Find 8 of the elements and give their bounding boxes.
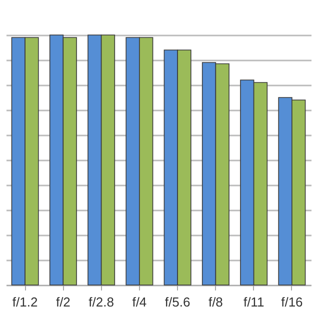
x-tick-label: f/8 [208, 294, 223, 310]
x-tick-label: f/11 [243, 294, 264, 310]
x-tick-label: f/2.8 [88, 294, 114, 310]
x-tick-label: f/5.6 [164, 294, 190, 310]
x-tick-label: f/4 [132, 294, 147, 310]
x-tick-label: f/16 [281, 294, 303, 310]
x-tick-label: f/2 [56, 294, 70, 310]
x-tick-label: f/1.2 [12, 294, 38, 310]
